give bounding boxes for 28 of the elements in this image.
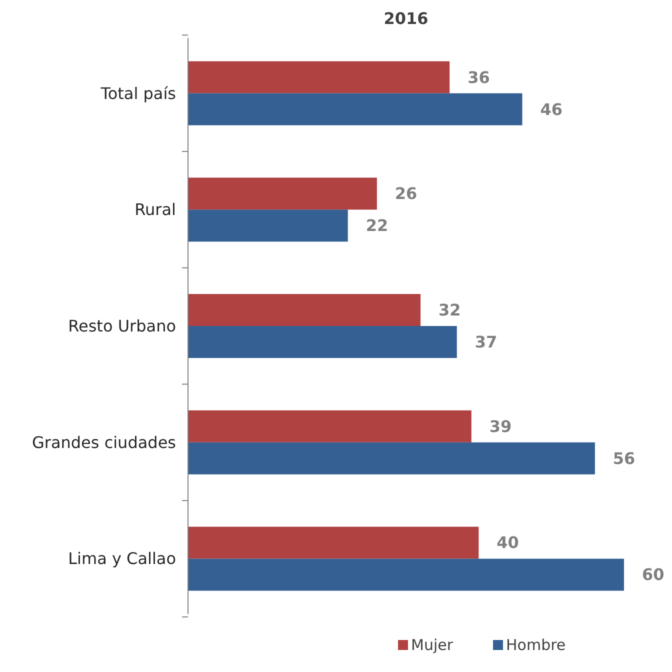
data-label: 22	[366, 216, 388, 236]
data-label: 60	[642, 565, 664, 584]
data-label: 39	[489, 416, 512, 436]
y-tick-label: Total país	[100, 84, 176, 103]
data-label: 37	[474, 332, 498, 352]
bar	[188, 210, 348, 242]
bar	[188, 442, 595, 474]
data-label: 56	[612, 448, 636, 468]
y-tick-label: Rural	[134, 200, 176, 220]
bar	[188, 294, 421, 326]
bar	[188, 178, 377, 210]
bar	[188, 558, 624, 591]
data-label: 26	[394, 184, 418, 204]
bar	[188, 326, 457, 358]
y-tick-label: Grandes ciudades	[32, 432, 176, 452]
bar	[188, 61, 450, 94]
data-label: 32	[438, 300, 461, 320]
data-label: 46	[540, 100, 563, 119]
data-label: 40	[496, 533, 519, 552]
bar	[188, 526, 479, 559]
data-label: 36	[468, 68, 490, 87]
bar	[188, 93, 522, 126]
y-tick-label: Resto Urbano	[68, 316, 176, 336]
legend-label: Mujer	[411, 636, 454, 654]
legend-label: Hombre	[506, 636, 566, 654]
bar	[188, 410, 472, 442]
chart-title: 2016	[384, 9, 428, 28]
y-tick-label: Lima y Callao	[68, 549, 176, 568]
